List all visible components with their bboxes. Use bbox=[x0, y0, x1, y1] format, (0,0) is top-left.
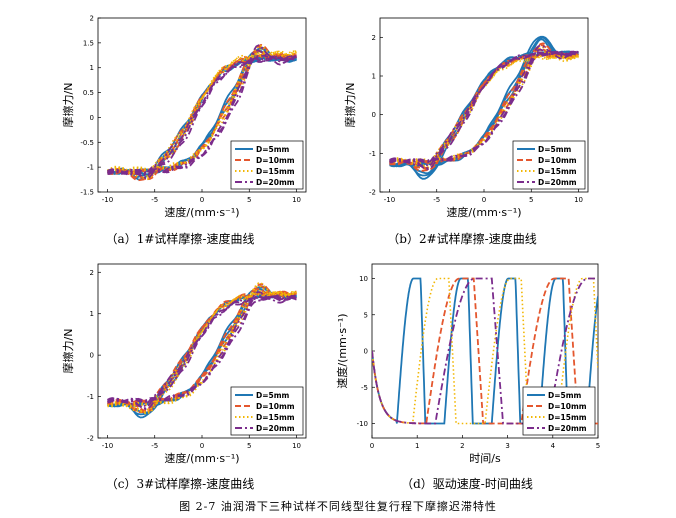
x-axis-label: 速度/(mm·s⁻¹) bbox=[164, 205, 239, 219]
legend-entry: D=5mm bbox=[256, 391, 290, 400]
y-tick-label: 1 bbox=[372, 73, 376, 81]
y-tick-label: -1 bbox=[87, 393, 94, 401]
series-line-d15mm bbox=[107, 290, 297, 413]
y-tick-label: 2 bbox=[90, 269, 94, 277]
x-tick-label: 2 bbox=[460, 442, 464, 450]
y-tick-label: 0.5 bbox=[83, 89, 94, 97]
y-tick-label: -2 bbox=[87, 435, 94, 443]
y-axis-label: 速度/(mm·s⁻¹) bbox=[335, 313, 349, 388]
figure-caption: 图 2-7 油润滑下三种试样不同线型往复行程下摩擦迟滞特性 bbox=[179, 500, 497, 513]
y-tick-label: 0 bbox=[90, 352, 94, 360]
series-line-d10mm bbox=[107, 46, 298, 175]
x-tick-label: -10 bbox=[102, 442, 113, 450]
series-line-d10mm bbox=[107, 283, 297, 406]
x-tick-label: -10 bbox=[102, 196, 113, 204]
series-line-d10mm bbox=[107, 288, 297, 406]
series-line-d15mm bbox=[107, 44, 297, 173]
caption-d: （d）驱动速度-时间曲线 bbox=[401, 477, 533, 491]
series-line-d20mm bbox=[372, 277, 598, 425]
series-line-d10mm bbox=[107, 290, 297, 414]
legend-entry: D=10mm bbox=[256, 156, 295, 165]
x-tick-label: -5 bbox=[151, 442, 158, 450]
x-tick-label: -10 bbox=[384, 196, 395, 204]
series-line-d20mm bbox=[389, 48, 579, 164]
x-tick-label: 0 bbox=[482, 196, 486, 204]
y-tick-label: 1 bbox=[90, 310, 94, 318]
x-tick-label: 0 bbox=[370, 442, 374, 450]
y-tick-label: -1 bbox=[87, 164, 94, 172]
caption-c: （c）3#试样摩擦-速度曲线 bbox=[105, 477, 255, 491]
x-tick-label: -5 bbox=[151, 196, 158, 204]
legend-entry: D=5mm bbox=[548, 391, 582, 400]
series-line-d20mm bbox=[389, 50, 579, 168]
series-line-d15mm bbox=[389, 54, 579, 169]
y-axis-label: 摩擦力/N bbox=[61, 329, 75, 374]
legend-entry: D=10mm bbox=[256, 402, 295, 411]
x-axis-label: 速度/(mm·s⁻¹) bbox=[164, 451, 239, 465]
legend-entry: D=10mm bbox=[538, 156, 577, 165]
y-tick-label: -0.5 bbox=[80, 139, 94, 147]
x-tick-label: 5 bbox=[529, 196, 533, 204]
legend-entry: D=20mm bbox=[548, 424, 587, 433]
y-tick-label: 10 bbox=[359, 275, 368, 283]
y-tick-label: 0 bbox=[90, 114, 94, 122]
series-line-d20mm bbox=[107, 55, 297, 177]
legend-entry: D=20mm bbox=[538, 178, 577, 187]
x-tick-label: 5 bbox=[247, 196, 251, 204]
legend-entry: D=5mm bbox=[256, 145, 290, 154]
x-tick-label: 10 bbox=[292, 442, 301, 450]
y-tick-label: -10 bbox=[357, 420, 368, 428]
legend-entry: D=15mm bbox=[548, 413, 587, 422]
y-tick-label: -5 bbox=[361, 384, 368, 392]
x-tick-label: 10 bbox=[574, 196, 583, 204]
x-tick-label: 0 bbox=[200, 442, 204, 450]
legend-entry: D=20mm bbox=[256, 424, 295, 433]
legend-entry: D=15mm bbox=[256, 167, 295, 176]
chart-panel-a: -10 -5 0 5 10 -1.5 -1 -0.5 0 0.5 1 1.5 2 速度/(mm·s⁻¹) 摩… bbox=[61, 15, 307, 219]
chart-panel-b: -10 -5 0 5 10-2-1012速度/(mm·s⁻¹)摩擦力/ND=5mmD=1… bbox=[343, 17, 589, 219]
chart-panel-c: -10 -5 0 5 10-2-1012速度/(mm·s⁻¹)摩擦力/ND=5mmD=1… bbox=[61, 263, 307, 465]
y-tick-label: -2 bbox=[369, 189, 376, 197]
caption-a: （a）1#试样摩擦-速度曲线 bbox=[105, 232, 255, 246]
x-tick-label: -5 bbox=[433, 196, 440, 204]
legend-entry: D=10mm bbox=[548, 402, 587, 411]
legend-entry: D=20mm bbox=[256, 178, 295, 187]
x-tick-label: 3 bbox=[505, 442, 509, 450]
legend-entry: D=15mm bbox=[538, 167, 577, 176]
y-axis-label: 摩擦力/N bbox=[343, 83, 357, 128]
y-tick-label: 1.5 bbox=[83, 39, 94, 47]
legend-entry: D=15mm bbox=[256, 413, 295, 422]
series-line-d20mm bbox=[107, 49, 297, 175]
x-tick-label: 1 bbox=[415, 442, 419, 450]
x-axis-label: 速度/(mm·s⁻¹) bbox=[446, 205, 521, 219]
series-line-d15mm bbox=[389, 54, 579, 167]
series-line-d20mm bbox=[107, 294, 297, 408]
x-tick-label: 5 bbox=[247, 442, 251, 450]
x-axis-label: 时间/s bbox=[469, 452, 501, 465]
y-tick-label: 2 bbox=[90, 15, 94, 23]
series-line-d20mm bbox=[107, 297, 297, 404]
y-tick-label: 5 bbox=[364, 311, 368, 319]
series-line-d10mm bbox=[389, 42, 579, 166]
y-tick-label: 1 bbox=[90, 64, 94, 72]
y-tick-label: 2 bbox=[372, 34, 376, 42]
y-tick-label: 0 bbox=[372, 111, 376, 119]
y-tick-label: -1 bbox=[369, 150, 376, 158]
series-line-d15mm bbox=[107, 289, 297, 407]
series-line-d20mm bbox=[107, 290, 297, 404]
y-axis-label: 摩擦力/N bbox=[61, 83, 75, 128]
y-tick-label: -1.5 bbox=[80, 189, 94, 197]
x-tick-label: 10 bbox=[292, 196, 301, 204]
series-line-d10mm bbox=[107, 285, 297, 406]
legend-entry: D=5mm bbox=[538, 145, 572, 154]
x-tick-label: 0 bbox=[200, 196, 204, 204]
y-tick-label: 0 bbox=[364, 348, 368, 356]
chart-panel-d: 0 1 2 3 4 5 -10 -5 0 5 10 时间/s 速度/(mm·s⁻¹) D=5mm D=10m… bbox=[335, 263, 600, 465]
series-line-d20mm bbox=[107, 54, 297, 175]
x-tick-label: 4 bbox=[551, 442, 556, 450]
caption-b: （b）2#试样摩擦-速度曲线 bbox=[387, 232, 537, 246]
x-tick-label: 5 bbox=[596, 442, 600, 450]
series-line-d20mm bbox=[107, 295, 297, 404]
